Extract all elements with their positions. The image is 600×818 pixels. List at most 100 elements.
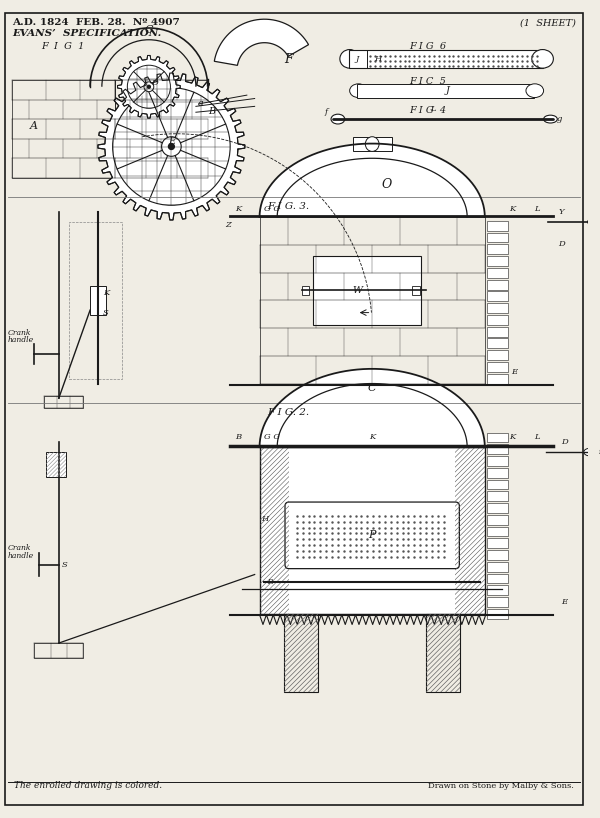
Ellipse shape (544, 115, 557, 123)
Text: F  I  G  1: F I G 1 (41, 42, 85, 51)
Text: O: O (382, 178, 392, 191)
Polygon shape (214, 19, 308, 65)
Text: F I G. 2.: F I G. 2. (268, 408, 310, 417)
Text: Crank: Crank (8, 544, 31, 552)
Bar (487, 479, 508, 489)
Text: K: K (509, 205, 515, 213)
Text: Drawn on Stone by Malby & Sons.: Drawn on Stone by Malby & Sons. (428, 782, 574, 790)
Text: H: H (262, 515, 269, 523)
Bar (487, 515, 508, 524)
Text: A: A (29, 121, 37, 131)
Bar (487, 221, 508, 231)
Text: L: L (431, 106, 436, 113)
Bar (487, 232, 508, 242)
Bar (487, 538, 508, 548)
Bar (487, 609, 508, 618)
Bar (353, 137, 392, 151)
Text: F: F (284, 53, 293, 66)
Ellipse shape (584, 448, 598, 456)
Text: g: g (556, 115, 562, 123)
Polygon shape (260, 369, 485, 447)
Bar (487, 339, 508, 348)
Bar (487, 527, 508, 537)
Bar (34, 643, 83, 658)
Bar (284, 614, 319, 692)
Text: Y: Y (558, 208, 564, 216)
Text: K: K (103, 290, 109, 298)
Bar (349, 50, 542, 68)
Bar (487, 280, 508, 290)
Bar (487, 562, 508, 572)
Text: f: f (325, 108, 328, 116)
Bar (487, 492, 508, 501)
Bar (260, 217, 485, 384)
Text: C: C (145, 25, 153, 35)
Text: Crank: Crank (8, 329, 31, 336)
Text: H: H (374, 55, 382, 63)
Bar (487, 433, 508, 443)
Bar (68, 222, 122, 379)
Bar (487, 256, 508, 266)
Text: C: C (368, 384, 376, 393)
Bar (487, 597, 508, 607)
Bar (426, 614, 460, 692)
Text: B: B (209, 107, 216, 116)
Text: A.D. 1824  FEB. 28.  Nº 4907: A.D. 1824 FEB. 28. Nº 4907 (12, 18, 179, 27)
Ellipse shape (350, 83, 367, 97)
Text: G G: G G (265, 434, 281, 442)
Text: handle: handle (8, 552, 34, 560)
Bar (487, 303, 508, 313)
Text: Z: Z (225, 221, 231, 229)
Bar (487, 326, 508, 336)
Ellipse shape (365, 137, 379, 151)
Bar (302, 285, 310, 295)
Bar (487, 245, 508, 254)
Text: F I G. 3.: F I G. 3. (268, 202, 310, 211)
Ellipse shape (331, 115, 345, 124)
Bar (487, 268, 508, 278)
Bar (487, 550, 508, 560)
Bar (487, 573, 508, 583)
Text: L: L (534, 205, 539, 213)
Ellipse shape (532, 50, 553, 68)
Text: F I C  5: F I C 5 (409, 77, 446, 86)
Text: W: W (352, 286, 362, 295)
Text: G G: G G (265, 205, 281, 213)
Text: P: P (368, 530, 376, 541)
Text: D: D (558, 240, 565, 249)
Circle shape (169, 144, 175, 150)
Bar (12, 80, 115, 178)
Text: B: B (235, 434, 241, 442)
Bar (487, 362, 508, 372)
Text: J: J (446, 86, 449, 95)
Polygon shape (118, 56, 180, 118)
Text: g: g (598, 446, 600, 454)
Polygon shape (260, 144, 485, 217)
Bar (358, 83, 534, 97)
Bar (487, 444, 508, 454)
Bar (46, 452, 65, 477)
Text: D: D (151, 79, 158, 87)
Ellipse shape (340, 50, 359, 68)
Bar (487, 350, 508, 360)
Bar (90, 285, 106, 315)
Text: EVANS’  SPECIFICATION.: EVANS’ SPECIFICATION. (12, 29, 161, 38)
Text: K: K (369, 434, 376, 442)
Text: The enrolled drawing is colored.: The enrolled drawing is colored. (14, 781, 162, 790)
Text: F I G  4: F I G 4 (409, 106, 446, 115)
Bar (313, 256, 421, 325)
Text: E: E (168, 137, 175, 146)
Text: K: K (235, 205, 241, 213)
Text: F I G  6: F I G 6 (409, 42, 446, 51)
Text: S: S (62, 560, 67, 569)
Bar (260, 447, 485, 614)
Text: D: D (561, 438, 568, 447)
Bar (412, 285, 420, 295)
Bar (487, 291, 508, 301)
Text: R: R (268, 578, 272, 587)
Text: a: a (198, 99, 204, 108)
Bar (487, 374, 508, 384)
Text: handle: handle (8, 336, 34, 344)
FancyBboxPatch shape (285, 502, 460, 569)
Polygon shape (98, 73, 245, 220)
